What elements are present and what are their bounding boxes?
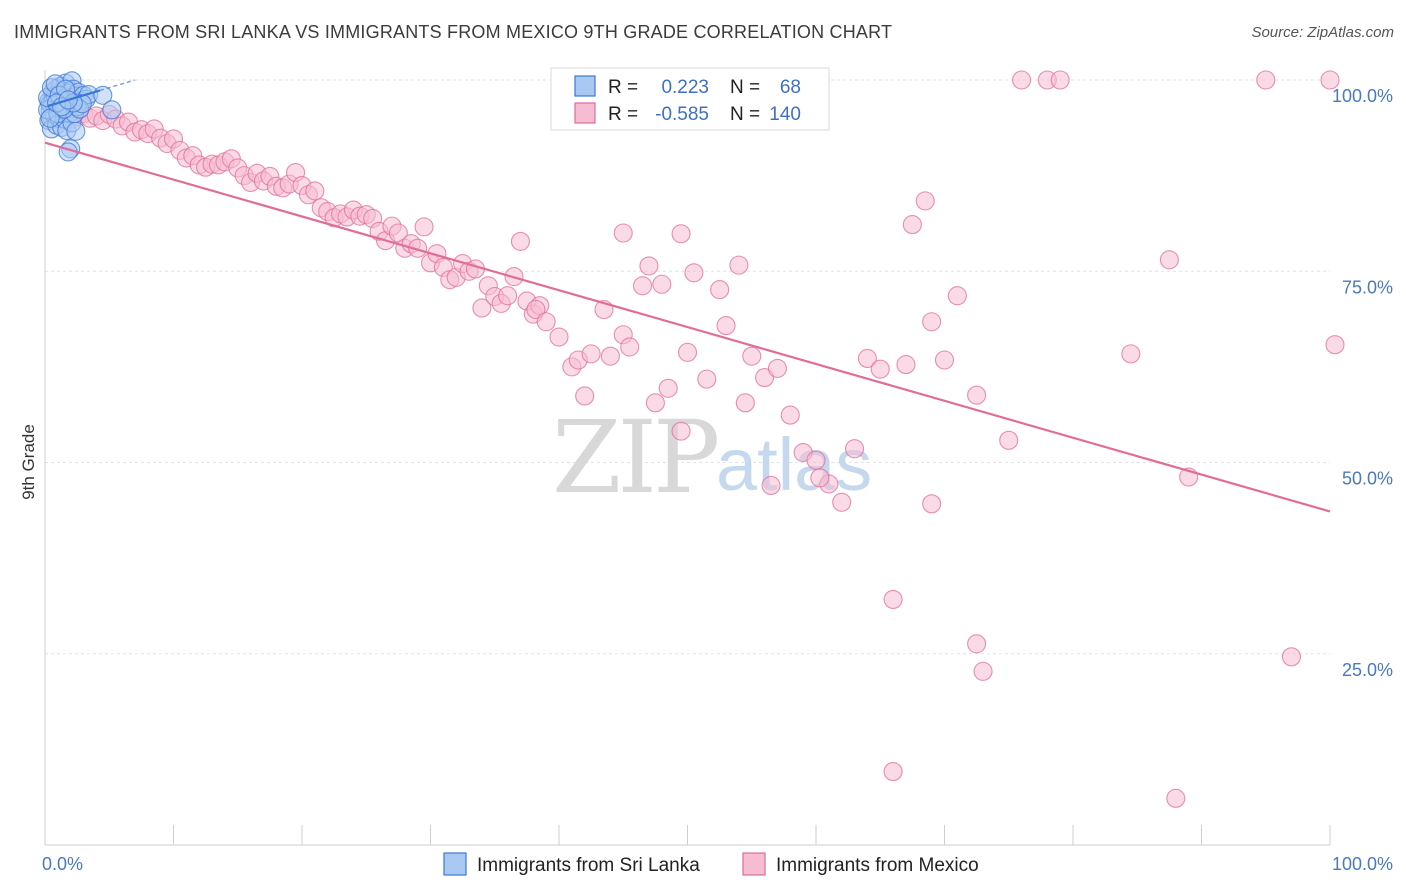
point-mexico: [883, 589, 903, 609]
point-mexico: [1325, 335, 1345, 355]
chart-title: IMMIGRANTS FROM SRI LANKA VS IMMIGRANTS …: [14, 22, 893, 42]
point-mexico: [902, 215, 922, 235]
point-mexico: [1121, 344, 1141, 364]
point-mexico: [999, 430, 1019, 450]
point-mexico: [549, 327, 569, 347]
y-axis-label: 9th Grade: [19, 424, 38, 500]
point-mexico: [742, 346, 762, 366]
point-mexico: [947, 286, 967, 306]
point-mexico: [922, 312, 942, 332]
point-mexico: [755, 368, 775, 388]
x-tick-label-min: 0.0%: [42, 854, 83, 874]
point-mexico: [671, 421, 691, 441]
source-label: Source: ZipAtlas.com: [1251, 24, 1394, 41]
point-mexico: [536, 312, 556, 332]
y-tick-label: 50.0%: [1342, 469, 1393, 489]
point-mexico: [684, 263, 704, 283]
point-mexico: [677, 342, 698, 362]
point-mexico: [1281, 647, 1301, 667]
point-mexico: [652, 274, 672, 294]
point-mexico: [581, 344, 601, 364]
x-tick-label-max: 100.0%: [1332, 854, 1393, 874]
point-mexico: [632, 276, 653, 296]
point-mexico: [600, 346, 620, 366]
legend-n-value-srilanka: 68: [780, 77, 801, 98]
legend-swatch-mexico: [574, 102, 596, 124]
point-mexico: [1166, 788, 1186, 808]
point-mexico: [1159, 250, 1179, 270]
point-mexico: [870, 359, 890, 379]
points-srilanka: [38, 71, 122, 162]
point-mexico: [832, 492, 852, 512]
legend-n-label-srilanka: N =: [730, 77, 760, 98]
point-mexico: [780, 405, 800, 425]
point-mexico: [967, 385, 987, 405]
bottom-legend-label-mexico: Immigrants from Mexico: [776, 855, 979, 876]
point-srilanka: [102, 100, 122, 120]
point-mexico: [613, 223, 633, 243]
y-tick-labels: 25.0% 50.0% 75.0% 100.0%: [1332, 86, 1393, 680]
point-mexico: [305, 181, 325, 201]
point-mexico: [767, 358, 788, 378]
bottom-legend-swatch-mexico: [742, 852, 766, 876]
legend-swatch-srilanka: [574, 75, 596, 97]
axis-layer: [44, 70, 1331, 846]
point-mexico: [620, 337, 640, 357]
point-mexico: [934, 350, 955, 370]
point-mexico: [810, 468, 830, 488]
legend-r-label-srilanka: R =: [608, 77, 638, 98]
point-mexico: [896, 355, 916, 375]
trend-line-srilanka-dashed: [99, 79, 136, 92]
point-mexico: [658, 378, 678, 398]
point-mexico: [735, 393, 755, 413]
point-mexico: [697, 369, 717, 389]
trend-line-mexico: [44, 141, 1331, 513]
point-mexico: [414, 217, 434, 237]
legend-n-value-mexico: 140: [769, 104, 801, 125]
bottom-legend-swatch-srilanka: [443, 852, 467, 876]
point-mexico: [857, 348, 877, 369]
legend-r-value-srilanka: 0.223: [661, 77, 709, 98]
bottom-legend-label-srilanka: Immigrants from Sri Lanka: [477, 855, 700, 876]
point-mexico: [472, 298, 492, 318]
point-mexico: [973, 661, 993, 681]
point-mexico: [645, 393, 665, 413]
point-mexico: [1012, 70, 1032, 90]
point-mexico: [806, 450, 826, 470]
point-mexico: [922, 494, 942, 514]
legend-r-label-mexico: R =: [608, 104, 638, 125]
point-mexico: [967, 634, 987, 654]
point-mexico: [915, 191, 935, 211]
y-tick-label: 100.0%: [1332, 86, 1393, 106]
y-tick-label: 75.0%: [1342, 277, 1393, 297]
watermark-atlas: atlas: [716, 423, 872, 506]
bottom-legend: Immigrants from Sri Lanka Immigrants fro…: [443, 852, 979, 876]
trend-layer: [44, 79, 1331, 513]
point-mexico: [1050, 70, 1070, 90]
point-mexico: [761, 475, 781, 496]
point-mexico: [716, 316, 736, 336]
point-mexico: [408, 238, 428, 258]
legend-r-value-mexico: -0.585: [655, 104, 709, 125]
point-mexico: [844, 439, 865, 459]
point-mexico: [639, 256, 659, 276]
y-tick-label: 25.0%: [1342, 660, 1393, 680]
trend-line-srilanka: [47, 89, 101, 108]
point-mexico: [510, 231, 531, 251]
point-mexico: [526, 299, 546, 320]
point-mexico: [575, 386, 595, 406]
point-mexico: [671, 224, 691, 244]
point-mexico: [1256, 70, 1276, 90]
legend-n-label-mexico: N =: [730, 104, 760, 125]
point-mexico: [498, 286, 518, 306]
point-mexico: [729, 255, 749, 275]
point-mexico: [883, 762, 903, 782]
watermark-zip: ZIP: [552, 399, 717, 516]
point-mexico: [710, 280, 730, 300]
point-srilanka: [66, 121, 86, 141]
legend-box: R = 0.223 N = 68 R = -0.585 N = 140: [550, 67, 830, 131]
point-mexico: [1320, 70, 1340, 90]
